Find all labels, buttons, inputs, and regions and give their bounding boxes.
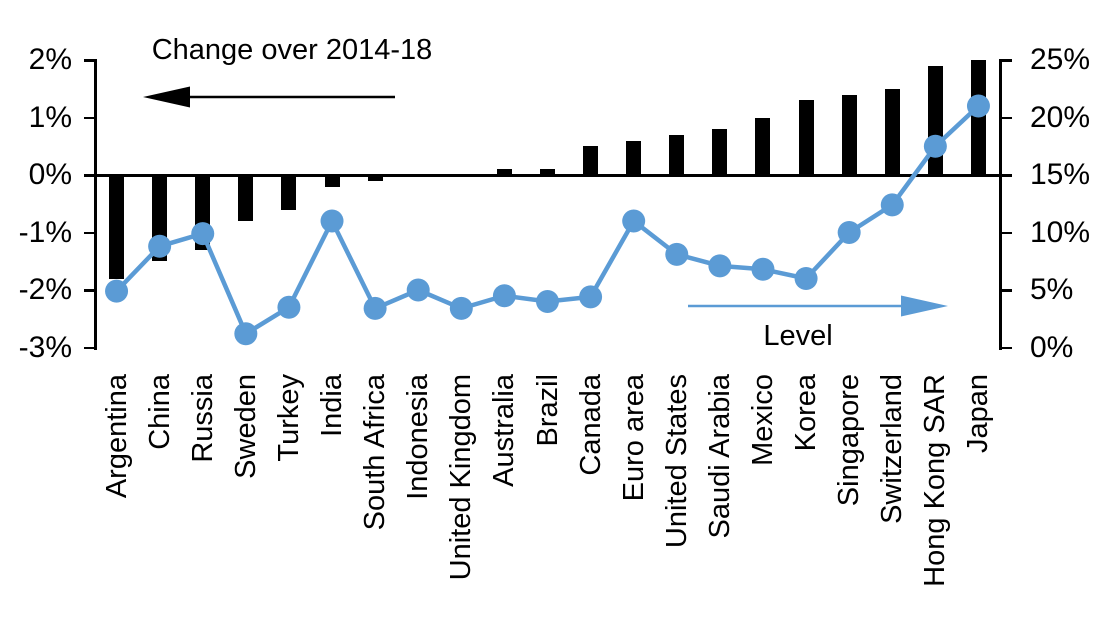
x-axis-label: Brazil [531, 374, 564, 447]
bar [884, 88, 900, 175]
bar [970, 60, 986, 175]
right-axis-tick-label: 5% [1030, 273, 1074, 306]
bar [496, 169, 512, 175]
x-axis-label: Switzerland [876, 374, 909, 524]
right-axis-tick [1000, 174, 1012, 177]
x-axis-label: Sweden [229, 374, 262, 479]
bar [583, 146, 599, 175]
x-axis-label: Argentina [100, 374, 133, 499]
bar [927, 65, 943, 175]
line-point [363, 296, 387, 320]
bar [798, 100, 814, 175]
line-point [320, 209, 344, 233]
bar-series-label: Change over 2014-18 [151, 34, 433, 66]
right-axis-tick-label: 20% [1030, 100, 1091, 134]
x-axis-label: United Kingdom [445, 374, 478, 581]
left-y-axis [93, 58, 97, 350]
bar [755, 117, 771, 175]
x-axis-label: Saudi Arabia [703, 374, 736, 539]
x-axis-label: South Africa [359, 374, 392, 531]
line-point [579, 285, 603, 309]
x-axis-label: China [143, 374, 176, 450]
left-axis-tick-label: -3% [18, 330, 72, 364]
bar [152, 175, 168, 262]
right-axis-tick-label: 0% [1030, 330, 1074, 364]
line-point [794, 267, 818, 290]
x-axis-label: Canada [574, 374, 607, 476]
x-axis-label: Korea [790, 374, 823, 452]
left-axis-tick-label: 2% [28, 43, 72, 76]
right-axis-tick [1000, 116, 1012, 119]
line-point [751, 257, 775, 281]
bar [195, 175, 211, 250]
right-y-axis [998, 58, 1002, 350]
left-axis-tick [84, 231, 95, 234]
bar [281, 175, 297, 210]
line-point [880, 193, 904, 217]
bar [367, 175, 383, 181]
right-axis-tick-label: 25% [1030, 43, 1091, 76]
left-axis-tick-label: -1% [18, 215, 72, 249]
left-axis-tick-label: 1% [28, 100, 72, 134]
right-axis-tick [1000, 59, 1012, 62]
line-point [536, 290, 559, 313]
line-point [277, 295, 301, 319]
left-axis-tick [84, 174, 95, 177]
x-axis-label: India [316, 374, 349, 437]
line-series-label: Level [763, 320, 833, 352]
x-axis-label: United States [660, 374, 693, 549]
x-axis-label: Indonesia [402, 374, 435, 500]
line-point [492, 284, 516, 308]
bar [109, 175, 125, 279]
line-point [105, 279, 129, 303]
x-axis-label: Mexico [746, 374, 779, 466]
right-axis-tick [1000, 346, 1012, 349]
line-point [449, 296, 473, 320]
x-axis-label: Singapore [833, 374, 866, 507]
right-arrow-icon [688, 295, 948, 317]
bar [626, 140, 642, 175]
x-axis-label: Turkey [272, 374, 305, 462]
x-axis-label: Hong Kong SAR [919, 374, 952, 587]
right-axis-tick-label: 15% [1030, 158, 1091, 191]
left-arrow-icon [143, 86, 395, 108]
x-axis-label: Russia [186, 374, 219, 463]
line-point [406, 278, 430, 302]
bar [238, 175, 254, 221]
x-axis-label: Australia [488, 374, 521, 487]
right-axis-tick-label: 10% [1030, 215, 1091, 249]
line-point [708, 254, 732, 278]
right-axis-tick [1000, 289, 1012, 292]
bar [324, 175, 340, 187]
x-axis-label: Euro area [617, 374, 650, 502]
line-point [665, 242, 689, 266]
left-axis-tick [84, 116, 95, 119]
bar [712, 129, 728, 175]
left-axis-tick [84, 59, 95, 62]
bar [841, 94, 857, 175]
line-point [837, 221, 861, 244]
left-axis-tick [84, 346, 95, 349]
right-axis-tick [1000, 231, 1012, 234]
line-point [234, 322, 258, 346]
left-axis-tick-label: 0% [28, 158, 72, 191]
bar [540, 169, 555, 175]
bar [669, 134, 685, 175]
left-axis-tick [84, 289, 95, 292]
x-axis-label: Japan [962, 374, 995, 454]
line-point [622, 209, 646, 233]
left-axis-tick-label: -2% [18, 273, 72, 306]
